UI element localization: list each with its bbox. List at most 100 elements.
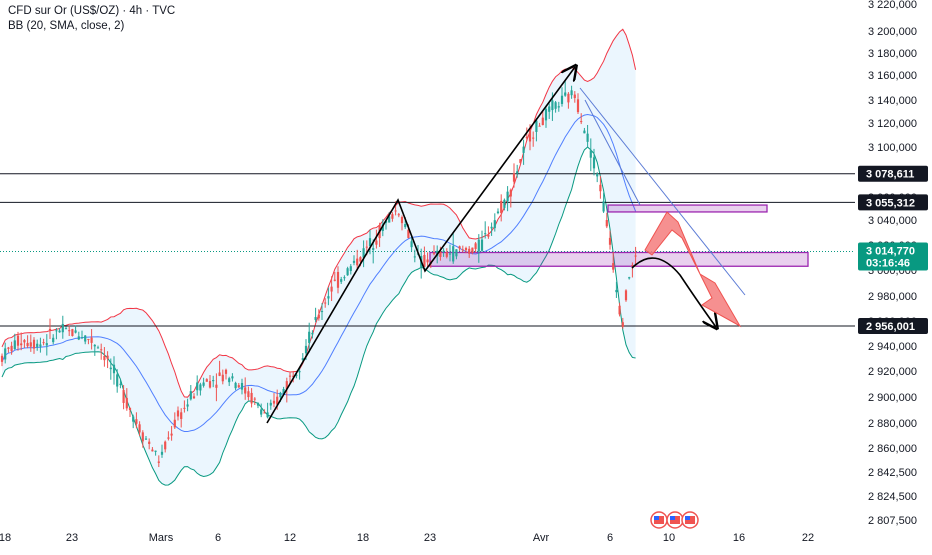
candle-74 (237, 382, 240, 388)
candle-body (397, 214, 400, 216)
candle-75 (240, 378, 244, 395)
candle-179 (573, 91, 576, 103)
candle-39 (125, 388, 128, 411)
candle-body (295, 374, 298, 376)
candle-body (189, 391, 192, 400)
candle-60 (192, 393, 196, 399)
candle-body (516, 171, 519, 174)
candle-23 (74, 325, 77, 334)
y-tick-label-1: 3 200,000 (868, 26, 917, 38)
candle-body (327, 296, 330, 299)
candle-body (205, 379, 208, 382)
x-tick-label-2: Mars (149, 532, 174, 544)
candle-146 (468, 246, 471, 258)
price-tag-label: 3 078,611 (866, 169, 914, 181)
candle-183 (586, 124, 589, 148)
candle-41 (132, 414, 135, 429)
candle-91 (292, 371, 295, 383)
candle-body (144, 438, 148, 440)
candle-46 (148, 438, 151, 450)
candle-body (589, 150, 592, 158)
candle-180 (576, 93, 580, 114)
candle-body (464, 247, 468, 251)
candle-body (509, 189, 512, 197)
candle-body (404, 224, 407, 228)
candle-body (80, 337, 84, 339)
candle-body (276, 396, 279, 405)
trendline-inner (584, 99, 641, 206)
candle-body (29, 342, 32, 347)
candle-190 (608, 230, 612, 250)
candle-3 (10, 341, 13, 355)
candle-body (173, 419, 176, 428)
y-tick-label-16: 2 900,000 (868, 392, 917, 404)
candle-body (202, 382, 205, 386)
candle-body (503, 199, 506, 208)
y-tick-label-20: 2 824,500 (868, 491, 917, 503)
candle-body (183, 407, 186, 409)
candle-body (269, 402, 272, 406)
candle-84 (269, 399, 272, 410)
candle-body (474, 243, 477, 249)
y-tick-label-0: 3 220,000 (868, 0, 917, 11)
candle-body (583, 130, 586, 134)
candle-body (618, 305, 621, 315)
candle-body (45, 343, 48, 346)
candle-48 (154, 450, 157, 456)
price-tag-bg (858, 194, 928, 211)
candle-79 (253, 397, 256, 405)
candle-body (90, 337, 93, 343)
candle-61 (196, 375, 199, 396)
candle-body (477, 239, 480, 252)
candle-14 (45, 334, 48, 356)
candle-body (7, 347, 10, 349)
candle-body (468, 248, 471, 254)
candle-81 (260, 403, 263, 418)
candle-59 (189, 385, 192, 401)
candle-58 (186, 398, 189, 412)
x-tick-label-5: 18 (357, 532, 369, 544)
candle-125 (400, 215, 404, 231)
candle-43 (138, 421, 141, 437)
candle-body (160, 451, 164, 455)
bb-fill (2, 29, 636, 486)
candle-72 (231, 373, 234, 382)
economic-events (650, 511, 699, 529)
candle-1 (4, 342, 7, 364)
candle-body (199, 384, 202, 391)
candle-30 (96, 345, 100, 349)
candle-124 (397, 212, 400, 218)
candle-156 (500, 194, 503, 222)
candle-171 (548, 103, 551, 119)
candle-body (634, 255, 637, 257)
candle-body (448, 253, 452, 255)
candle-106 (340, 276, 343, 284)
candle-12 (39, 337, 42, 353)
candle-body (480, 239, 484, 251)
candle-35 (112, 356, 116, 385)
candle-117 (375, 229, 378, 249)
candle-52 (167, 431, 170, 441)
candle-69 (221, 369, 224, 385)
candle-body (224, 369, 228, 374)
candle-193 (618, 302, 621, 317)
candle-138 (442, 248, 445, 257)
candle-body (138, 424, 141, 433)
bb-basis-line (1, 114, 637, 433)
candle-body (580, 121, 583, 123)
candle-body (48, 328, 52, 331)
candle-186 (596, 172, 599, 183)
candle-body (461, 249, 464, 251)
candle-body (132, 416, 135, 422)
us-flag-icon (681, 511, 699, 529)
candle-body (285, 381, 288, 389)
candle-170 (544, 105, 548, 128)
candle-97 (311, 330, 314, 339)
y-tick-label-6: 3 100,000 (868, 142, 917, 154)
candle-142 (455, 249, 458, 260)
time-axis: 18 23 Mars 6 12 18 23 Avr 6 10 16 22 (0, 532, 814, 544)
flag-canton (670, 516, 675, 520)
candle-body (426, 259, 429, 263)
